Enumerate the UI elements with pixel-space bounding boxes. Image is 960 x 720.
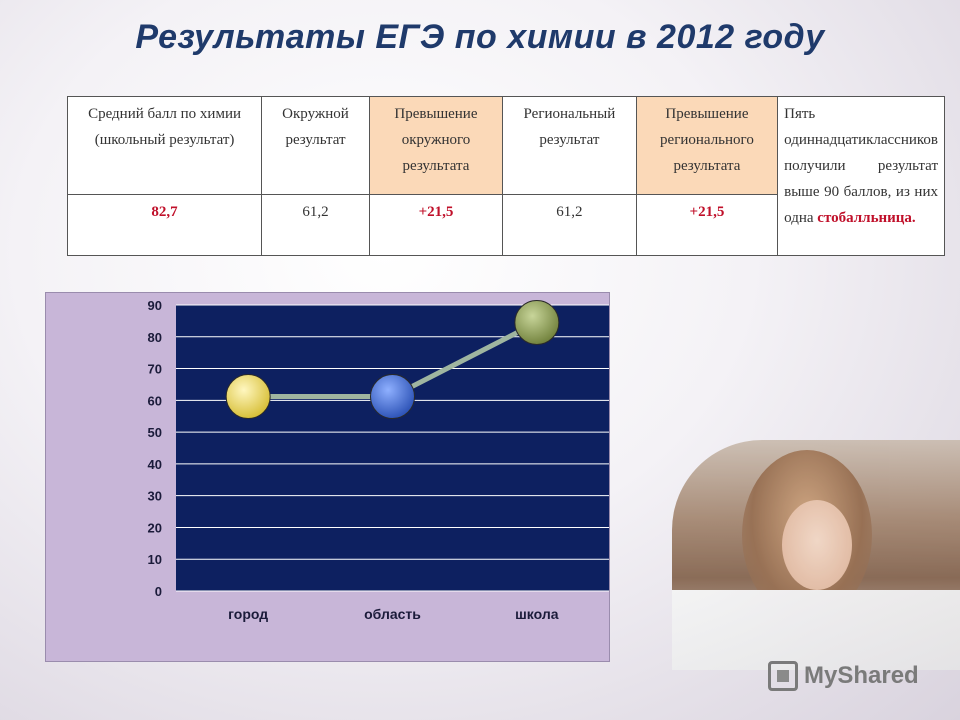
note-cell: Пять одиннадцатиклассников получили резу… xyxy=(777,96,945,256)
y-tick-label: 30 xyxy=(148,489,162,504)
note-emphasis: стобалльница. xyxy=(817,210,916,226)
value-regional-excess: +21,5 xyxy=(635,194,779,256)
value-school-score: 82,7 xyxy=(66,194,263,256)
note-text: Пять одиннадцатиклассников получили резу… xyxy=(784,106,939,226)
x-tick-label: город xyxy=(228,606,268,622)
header-district-excess: Превышение окружного результата xyxy=(368,96,504,195)
y-tick-label: 60 xyxy=(148,393,162,408)
y-tick-label: 50 xyxy=(148,425,162,440)
logo-text: MyShared xyxy=(804,662,919,689)
y-tick-label: 40 xyxy=(148,457,162,472)
header-district-result: Окружной результат xyxy=(261,96,370,195)
results-table: Средний балл по химии (школьный результа… xyxy=(66,96,945,256)
x-tick-label: школа xyxy=(515,606,559,622)
header-regional-result: Региональный результат xyxy=(502,96,637,195)
plot-area xyxy=(176,305,609,591)
page-title: Результаты ЕГЭ по химии в 2012 году xyxy=(135,18,825,56)
photo-face xyxy=(782,500,852,590)
y-tick-label: 0 xyxy=(155,584,162,599)
x-tick-label: область xyxy=(364,606,421,622)
table-value-row: 82,7 61,2 +21,5 61,2 +21,5 xyxy=(66,194,945,256)
table-header-row: Средний балл по химии (школьный результа… xyxy=(66,96,945,256)
y-tick-label: 10 xyxy=(148,552,162,567)
y-tick-label: 80 xyxy=(148,330,162,345)
header-school-score: Средний балл по химии (школьный результа… xyxy=(66,96,263,195)
value-regional-result: 61,2 xyxy=(502,194,637,256)
line-chart: 0 10 20 30 40 50 60 70 80 90 город область школа xyxy=(148,298,609,622)
student-photo xyxy=(672,440,960,670)
marker-shkola xyxy=(514,299,560,345)
y-tick-label: 20 xyxy=(148,520,162,535)
y-tick-label: 70 xyxy=(148,362,162,377)
value-district-excess: +21,5 xyxy=(368,194,504,256)
header-regional-excess: Превышение регионального результата xyxy=(635,96,779,195)
marker-gorod xyxy=(225,374,271,420)
y-tick-label: 90 xyxy=(148,298,162,313)
chart-frame: 0 10 20 30 40 50 60 70 80 90 город область школа xyxy=(45,292,610,662)
myshared-logo-icon xyxy=(768,661,798,691)
photo-paper xyxy=(672,590,960,670)
marker-oblast xyxy=(370,374,415,420)
myshared-logo: MyShared xyxy=(768,656,938,696)
value-district-result: 61,2 xyxy=(261,194,370,256)
